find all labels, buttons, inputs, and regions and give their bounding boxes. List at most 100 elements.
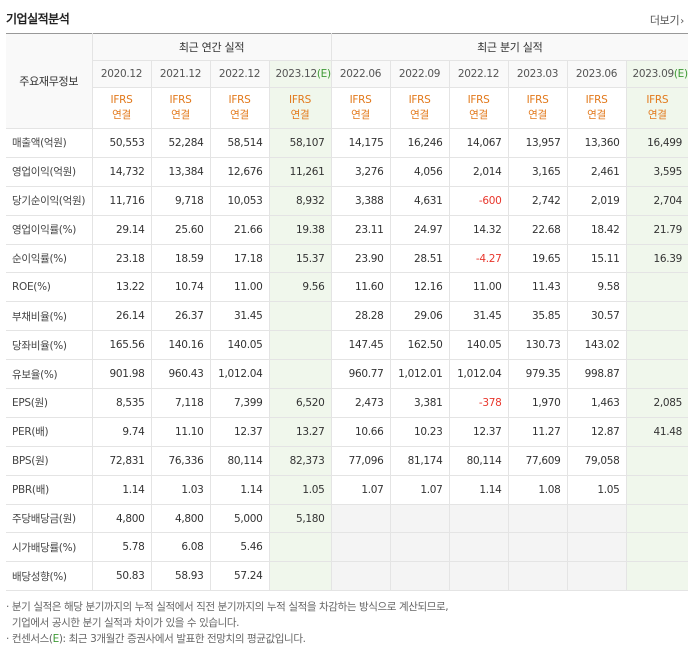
value-cell: 28.51: [389, 243, 450, 274]
value-cell: 1,970: [507, 388, 568, 418]
value-cell: 15.11: [566, 243, 627, 274]
value-cell: 960.77: [330, 359, 391, 390]
value-cell: 16,499: [625, 128, 689, 158]
value-cell: 18.42: [566, 214, 627, 245]
footnote-2-pre: · 컨센서스(: [6, 633, 53, 645]
value-cell: 80,114: [209, 445, 270, 476]
period-label: 2023.06: [575, 68, 618, 80]
value-cell: 2,461: [566, 156, 627, 187]
value-cell: 6.08: [150, 532, 211, 563]
value-cell: [330, 503, 391, 534]
value-cell: [566, 561, 627, 592]
estimate-marker: (E): [673, 68, 688, 80]
period-header: 2023.09(E): [625, 60, 689, 88]
value-cell: 11.00: [448, 272, 509, 303]
value-cell: 3,595: [625, 156, 689, 187]
value-cell: 50.83: [91, 561, 152, 592]
value-cell: 1,463: [566, 388, 627, 418]
ifrs-label: IFRS: [349, 94, 372, 106]
quarterly-group-header: 최근 분기 실적: [330, 33, 689, 61]
value-cell: 28.28: [330, 301, 391, 332]
value-cell: 26.14: [91, 301, 152, 332]
ifrs-label: IFRS: [289, 94, 311, 106]
value-cell: 13,957: [507, 128, 568, 158]
value-cell: [448, 561, 509, 592]
value-cell: 14.32: [448, 214, 509, 245]
value-cell: 12.87: [566, 416, 627, 447]
value-cell: 23.18: [91, 243, 152, 274]
value-cell: 162.50: [389, 330, 450, 361]
period-header: 2021.12: [150, 60, 211, 88]
value-cell: [625, 330, 689, 361]
value-cell: 5,180: [268, 503, 332, 534]
value-cell: 165.56: [91, 330, 152, 361]
value-cell: [625, 561, 689, 592]
period-label: 2022.09: [398, 68, 441, 80]
ifrs-header: IFRS 연결: [566, 87, 627, 129]
value-cell: 6,520: [268, 388, 332, 418]
consolidated-label: 연결: [290, 109, 310, 121]
ifrs-label: IFRS: [408, 94, 431, 106]
value-cell: 17.18: [209, 243, 270, 274]
value-cell: 9.56: [268, 272, 332, 303]
value-cell: 13.22: [91, 272, 152, 303]
footnote-2-post: ): 최근 3개월간 증권사에서 발표한 전망치의 평균값입니다.: [58, 633, 306, 645]
more-link[interactable]: 더보기›: [650, 12, 684, 28]
section-header: 기업실적분석 더보기›: [6, 8, 688, 30]
value-cell: 1.07: [330, 474, 391, 505]
value-cell: [566, 503, 627, 534]
value-cell: [625, 359, 689, 390]
value-cell: 19.65: [507, 243, 568, 274]
consolidated-label: 연결: [230, 109, 249, 121]
value-cell: 15.37: [268, 243, 332, 274]
value-cell: 25.60: [150, 214, 211, 245]
table-row: 영업이익률(%) 29.14 25.60 21.66 19.38 23.11 24.97 14…: [6, 214, 689, 245]
ifrs-header: IFRS 연결: [268, 87, 332, 129]
value-cell: 19.38: [268, 214, 332, 245]
period-header: 2020.12: [92, 60, 152, 88]
value-cell: 22.68: [507, 214, 568, 245]
value-cell: 11,716: [91, 185, 152, 216]
value-cell: 7,118: [150, 388, 211, 418]
ifrs-header: IFRS 연결: [507, 87, 568, 129]
value-cell: 41.48: [625, 416, 689, 447]
value-cell: 979.35: [507, 359, 568, 390]
consolidated-label: 연결: [410, 109, 429, 121]
value-cell: 81,174: [389, 445, 450, 476]
value-cell: [625, 301, 689, 332]
value-cell: 1,012.04: [448, 359, 509, 390]
value-cell: [448, 503, 509, 534]
value-cell: [448, 532, 509, 563]
value-cell: 14,067: [448, 128, 509, 158]
value-cell: 1.14: [209, 474, 270, 505]
value-cell: 147.45: [330, 330, 391, 361]
table-row: 배당성향(%) 50.83 58.93 57.24: [6, 561, 689, 592]
value-cell: 140.16: [150, 330, 211, 361]
value-cell: 10,053: [209, 185, 270, 216]
value-cell: [268, 532, 332, 563]
metric-label: 영업이익률(%): [6, 214, 93, 245]
value-cell: 50,553: [91, 128, 152, 158]
footnotes: · 분기 실적은 해당 분기까지의 누적 실적에서 직전 분기까지의 누적 실적…: [6, 599, 688, 647]
value-cell: 58.93: [150, 561, 211, 592]
ifrs-label: IFRS: [526, 94, 549, 106]
ifrs-header: IFRS 연결: [150, 87, 211, 129]
value-cell: 13.27: [268, 416, 332, 447]
value-cell: 2,742: [507, 185, 568, 216]
metric-label: 배당성향(%): [6, 561, 93, 592]
table-row: 유보율(%) 901.98 960.43 1,012.04 960.77 1,012.01…: [6, 359, 689, 390]
value-cell: [389, 503, 450, 534]
value-cell: 29.06: [389, 301, 450, 332]
value-cell: 960.43: [150, 359, 211, 390]
period-label: 2022.06: [339, 68, 382, 80]
value-cell: [330, 532, 391, 563]
value-cell: [330, 561, 391, 592]
value-cell: 3,165: [507, 156, 568, 187]
value-cell: [268, 301, 332, 332]
table-row: EPS(원) 8,535 7,118 7,399 6,520 2,473 3,381 -378…: [6, 388, 689, 418]
value-cell: 9.74: [91, 416, 152, 447]
ifrs-header-row: IFRS 연결 IFRS 연결 IFRS 연결 IFRS 연결 IFRS 연결 IFRS 연결 IFRS…: [6, 87, 689, 129]
period-header: 2023.06: [566, 60, 627, 88]
annual-group-header: 최근 연간 실적: [91, 33, 332, 61]
value-cell: 8,535: [91, 388, 152, 418]
